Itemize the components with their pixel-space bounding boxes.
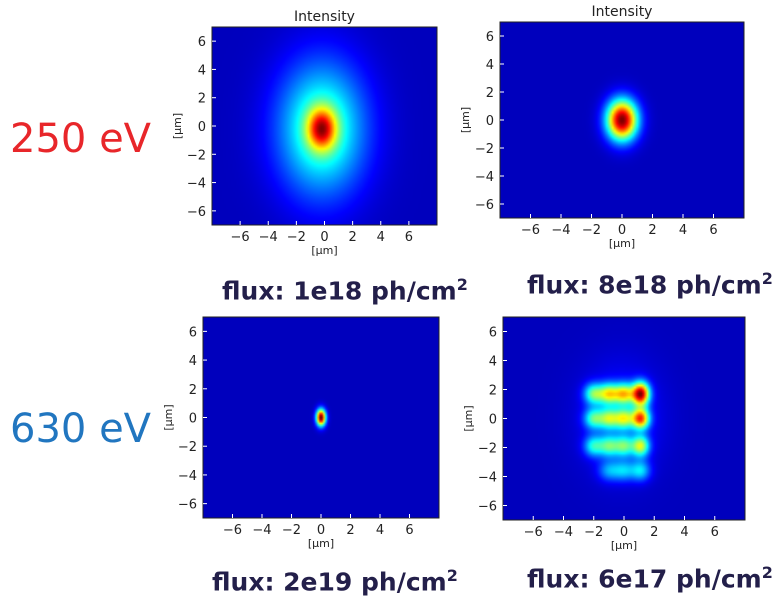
x-tick-label: −2 [584, 525, 603, 540]
x-axis-label: [μm] [611, 539, 637, 552]
x-tick-label: −4 [554, 525, 573, 540]
x-tick-label: −6 [223, 523, 242, 538]
flux-label-2: flux: 8e18 ph/cm2 [527, 269, 773, 300]
x-axis-label: [μm] [609, 237, 635, 250]
x-tick-label: −2 [582, 223, 601, 238]
y-tick-label: −6 [475, 198, 494, 213]
flux-label-4: flux: 6e17 ph/cm2 [527, 563, 773, 594]
x-tick-label: 4 [680, 525, 688, 540]
y-tick-label: 4 [489, 355, 497, 370]
y-tick-label: 4 [486, 58, 494, 73]
y-tick-label: −4 [178, 469, 197, 484]
y-axis-label: [μm] [171, 113, 184, 139]
x-tick-label: 6 [709, 223, 717, 238]
x-tick-label: −4 [259, 230, 278, 245]
y-tick-label: 2 [486, 86, 494, 101]
x-tick-label: −2 [282, 523, 301, 538]
y-tick-label: 4 [189, 354, 197, 369]
x-tick-label: 2 [348, 230, 356, 245]
x-tick-label: 6 [405, 523, 413, 538]
y-tick-label: 0 [486, 114, 494, 129]
heatmap-plot-2: −6 −4 −2 0 2 4 6 −6 −4 −2 0 2 4 6 [μm] [μm] Intensity [459, 4, 745, 250]
x-tick-label: −6 [524, 525, 543, 540]
y-axis-label: [μm] [162, 404, 175, 430]
x-tick-label: 6 [711, 525, 719, 540]
plot-title: Intensity [294, 9, 355, 25]
y-tick-label: 2 [198, 92, 206, 107]
plot-title: Intensity [592, 4, 653, 20]
x-axis-label: [μm] [308, 537, 334, 550]
y-tick-label: 4 [198, 63, 206, 78]
y-tick-label: 6 [198, 35, 206, 50]
y-tick-label: 2 [189, 383, 197, 398]
heatmap-plot-3: −6 −4 −2 0 2 4 6 −6 −4 −2 0 2 4 6 [μm] [μm] [162, 316, 440, 550]
x-tick-label: 0 [317, 523, 325, 538]
x-tick-label: 2 [650, 525, 658, 540]
y-tick-label: 6 [486, 30, 494, 45]
y-axis-label: [μm] [462, 405, 475, 431]
intensity-image-3 [203, 317, 439, 518]
x-tick-label: 4 [376, 523, 384, 538]
x-tick-label: 0 [320, 230, 328, 245]
x-tick-label: −6 [231, 230, 250, 245]
y-tick-label: −4 [475, 170, 494, 185]
x-axis-label: [μm] [311, 244, 337, 257]
y-tick-label: −6 [187, 205, 206, 220]
heatmap-plot-4: −6 −4 −2 0 2 4 6 −6 −4 −2 0 2 4 6 [μm] [μm] [462, 316, 746, 552]
x-tick-label: −2 [287, 230, 306, 245]
heatmap-plot-1: −6 −4 −2 0 2 4 6 −6 −4 −2 0 2 4 6 [μm] [μm] Intensity [171, 9, 438, 257]
y-tick-label: −2 [475, 142, 494, 157]
y-tick-label: 6 [189, 325, 197, 340]
x-tick-label: 2 [346, 523, 354, 538]
y-tick-label: −6 [478, 500, 497, 515]
intensity-image-4 [503, 317, 745, 520]
y-tick-label: 2 [489, 384, 497, 399]
y-tick-label: −2 [178, 440, 197, 455]
y-tick-label: 0 [198, 120, 206, 135]
y-tick-label: −2 [478, 442, 497, 457]
x-tick-label: 4 [679, 223, 687, 238]
flux-label-3: flux: 2e19 ph/cm2 [212, 566, 458, 597]
y-tick-label: −4 [478, 471, 497, 486]
y-axis-label: [μm] [459, 107, 472, 133]
y-tick-label: 6 [489, 326, 497, 341]
flux-label-1: flux: 1e18 ph/cm2 [222, 275, 468, 306]
row-label-630ev: 630 eV [10, 406, 152, 452]
x-tick-label: −6 [521, 223, 540, 238]
y-tick-label: −6 [178, 498, 197, 513]
y-tick-label: 0 [189, 412, 197, 427]
x-tick-label: 4 [377, 230, 385, 245]
x-tick-label: 0 [620, 525, 628, 540]
intensity-image-2 [500, 22, 744, 218]
x-tick-label: −4 [252, 523, 271, 538]
intensity-image-1 [212, 27, 437, 225]
y-tick-label: 0 [489, 413, 497, 428]
row-label-250ev: 250 eV [10, 116, 152, 162]
x-tick-label: 6 [405, 230, 413, 245]
y-tick-label: −4 [187, 177, 206, 192]
x-tick-label: 2 [648, 223, 656, 238]
x-tick-label: 0 [618, 223, 626, 238]
x-tick-label: −4 [551, 223, 570, 238]
y-tick-label: −2 [187, 148, 206, 163]
